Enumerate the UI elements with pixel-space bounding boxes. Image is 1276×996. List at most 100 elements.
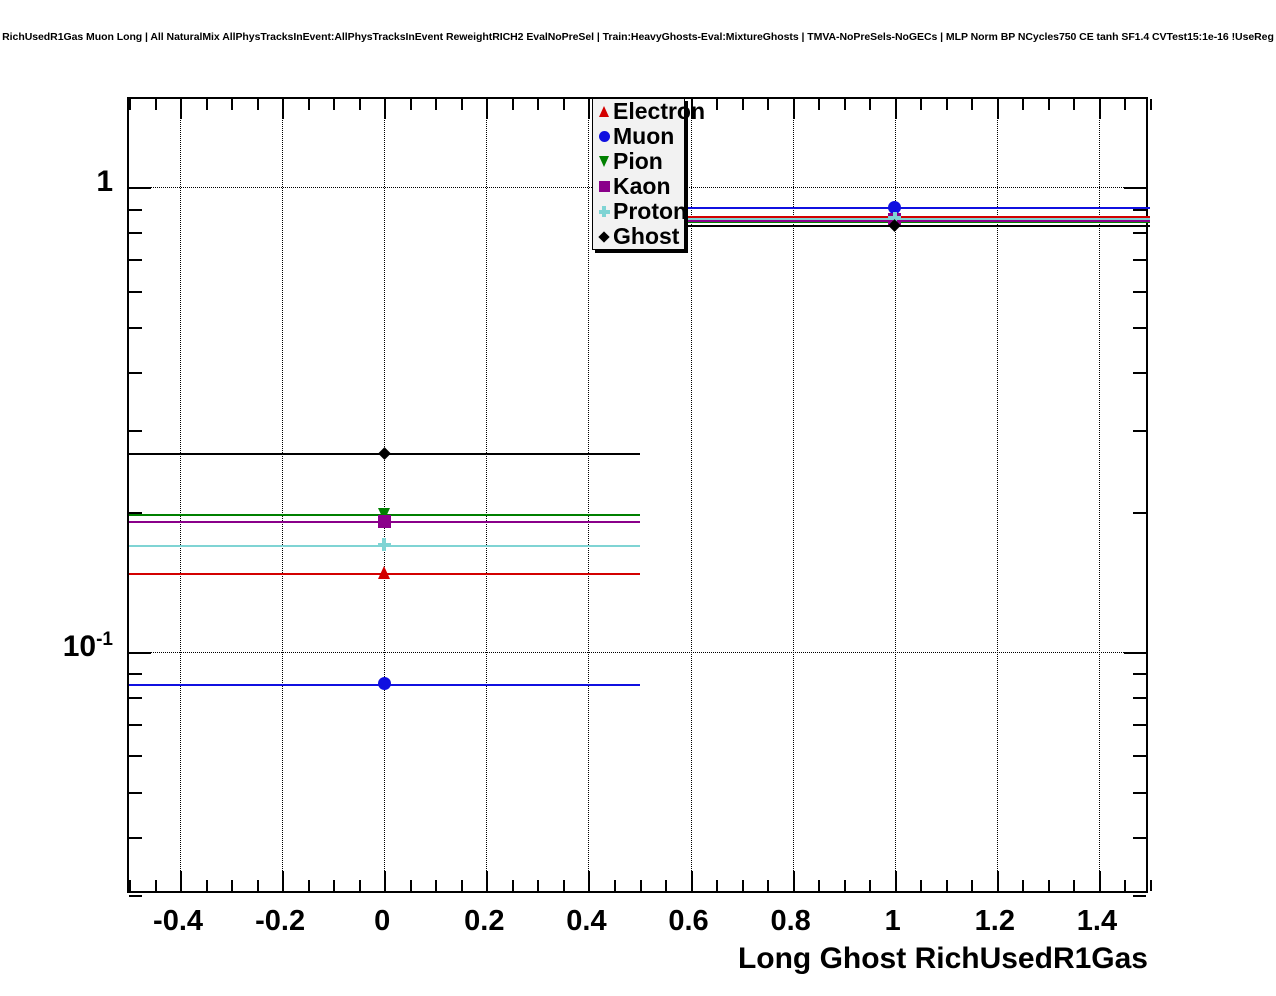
y-tick [1133,755,1146,758]
marker-cross-icon [377,538,391,552]
x-tick [741,99,744,110]
x-tick [180,99,183,119]
x-tick [129,99,131,110]
y-tick [129,755,142,758]
x-tick [1073,99,1076,110]
y-tick [129,259,142,262]
x-tick [843,880,846,891]
x-tick [486,99,489,119]
x-tick [358,880,361,891]
x-axis-tick-label: -0.2 [255,905,306,937]
y-tick [1133,697,1146,700]
x-tick [869,880,872,891]
y-tick [129,895,142,897]
y-axis-tick-label: 1 [96,165,113,199]
x-tick [945,880,948,891]
chart-title: RichUsedR1Gas Muon Long | All NaturalMix… [2,31,1274,43]
y-tick [129,187,151,190]
y-tick [1133,208,1146,211]
x-tick [690,99,693,119]
y-tick [129,791,142,794]
marker-cross-icon [888,211,902,225]
x-tick [562,99,565,110]
x-tick [154,99,157,110]
x-tick [843,99,846,110]
marker-triangle-up-icon [377,566,390,580]
x-tick [792,99,795,119]
x-tick [384,99,387,119]
x-tick [818,99,821,110]
marker-circle-icon [888,200,902,214]
x-tick [665,880,668,891]
x-tick [1124,99,1127,110]
x-tick [154,880,157,891]
y-tick [129,697,142,700]
legend-label: Pion [613,148,663,174]
marker-diamond-icon [377,446,391,460]
x-tick [307,99,310,110]
legend-item-muon[interactable]: Muon [593,124,684,149]
legend-marker-triangle-up-icon [596,99,612,124]
legend-marker-cross-icon [596,199,612,224]
legend-item-proton[interactable]: Proton [593,199,687,224]
x-tick [511,99,514,110]
marker-triangle-up-icon [598,106,609,117]
x-tick [1098,99,1101,119]
y-tick [129,512,142,515]
x-tick [1022,880,1025,891]
x-tick [716,880,719,891]
legend-marker-circle-icon [596,124,612,149]
x-tick [690,871,693,891]
grid-line-vertical [384,99,386,891]
y-tick [129,208,142,211]
x-tick [205,880,208,891]
x-tick [1047,99,1050,110]
x-tick [818,880,821,891]
marker-diamond-icon [598,230,610,243]
y-tick [1133,327,1146,330]
x-tick [256,880,259,891]
y-tick [129,673,142,676]
x-tick [716,99,719,110]
x-axis-tick-label: 0 [374,905,391,937]
y-axis-tick-label: 10-1 [62,629,113,664]
legend: Electron Muon Pion Kaon Proton Ghost [592,98,705,250]
y-tick [1133,791,1146,794]
grid-line-vertical [588,99,590,891]
x-tick [282,871,285,891]
y-tick [129,327,142,330]
x-tick [971,99,974,110]
grid-line-vertical [894,99,896,891]
legend-item-kaon[interactable]: Kaon [593,174,684,199]
x-tick [384,871,387,891]
legend-item-pion[interactable]: Pion [593,149,684,174]
x-tick [741,880,744,891]
legend-marker-square-icon [596,174,612,199]
y-tick [129,372,142,375]
x-tick [945,99,948,110]
x-tick [231,880,234,891]
x-tick [588,871,591,891]
x-tick [409,880,412,891]
grid-line-vertical [180,99,182,891]
legend-item-electron[interactable]: Electron [593,99,705,124]
x-axis-tick-label: 0.6 [668,905,709,937]
x-axis-title: Long Ghost RichUsedR1Gas [737,942,1148,975]
legend-item-ghost[interactable]: Ghost [593,224,684,249]
y-tick [1133,372,1146,375]
marker-square-icon [598,181,610,192]
x-tick [460,880,463,891]
x-tick [307,880,310,891]
y-tick [1133,512,1146,515]
grid-line-vertical [690,99,692,891]
grid-line-vertical [792,99,794,891]
x-tick [1047,880,1050,891]
x-tick [129,880,131,891]
x-tick [1098,871,1101,891]
y-tick [129,836,142,839]
x-tick [767,99,770,110]
x-tick [869,99,872,110]
plot-frame [127,97,1152,897]
y-tick [129,724,142,727]
